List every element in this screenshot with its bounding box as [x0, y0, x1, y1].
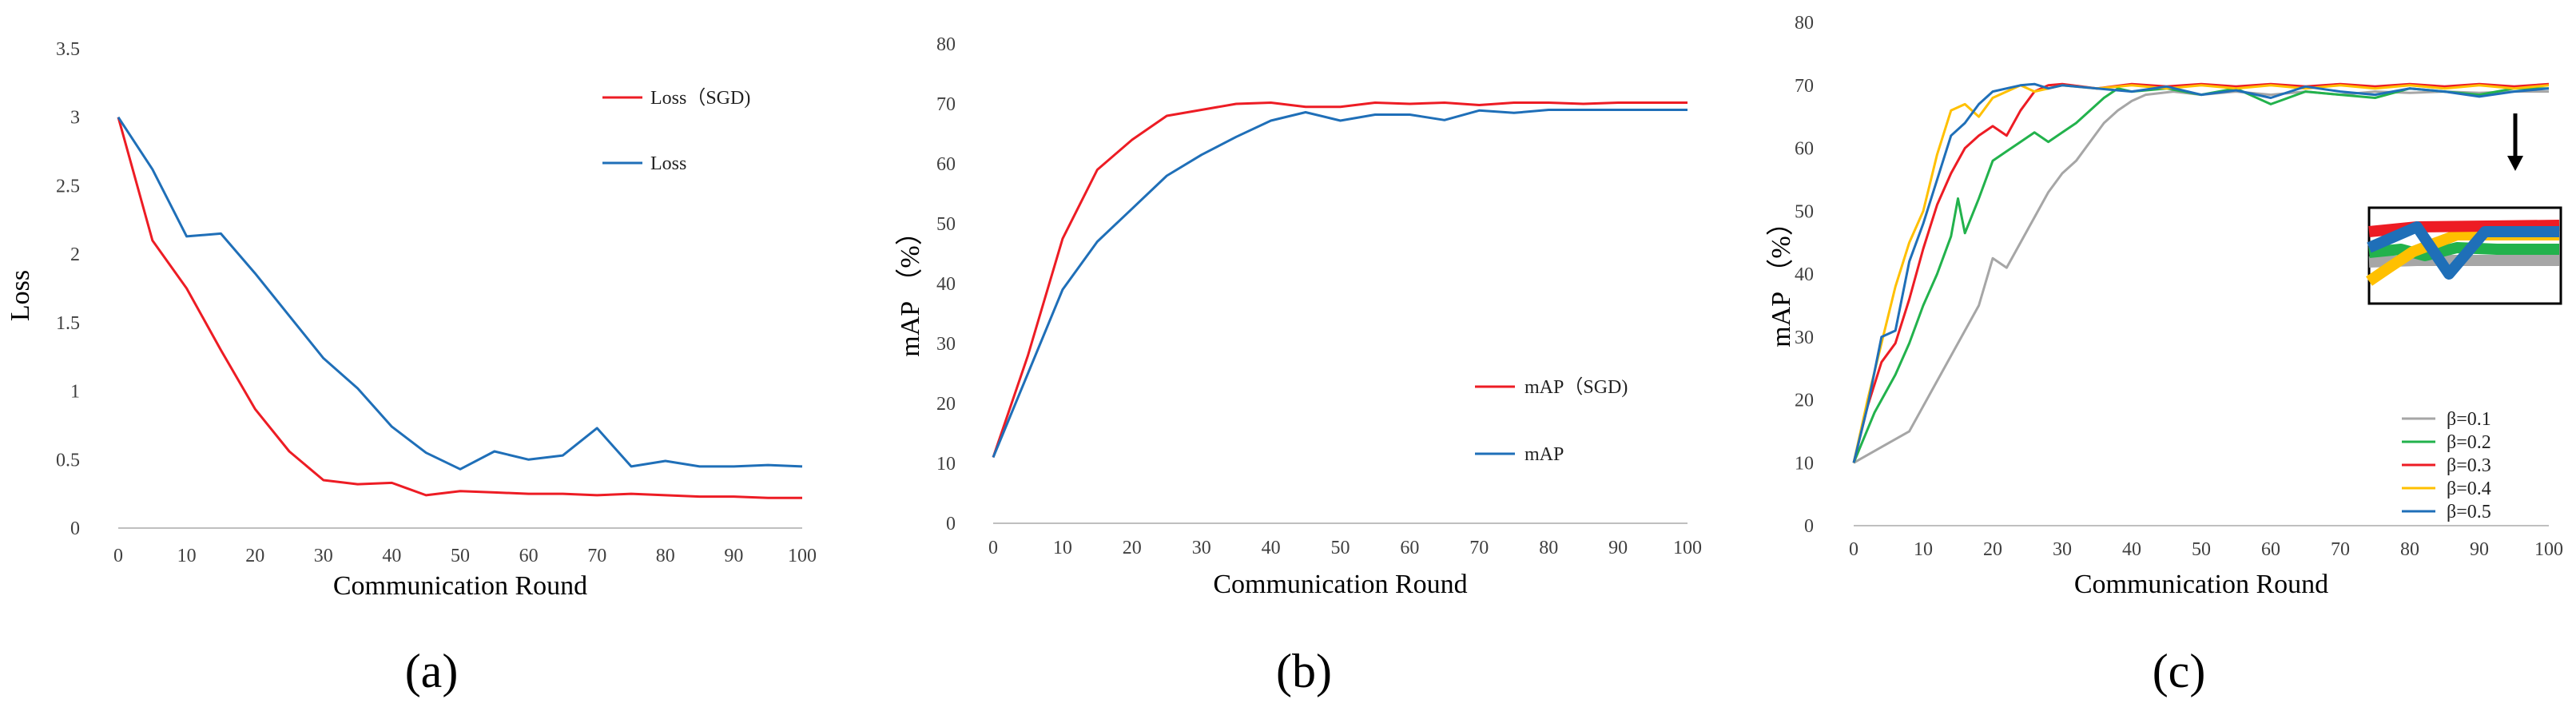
legend-label: β=0.3: [2447, 455, 2491, 476]
zoom-inset-trace: [2368, 255, 2559, 268]
x-tick-label: 80: [1539, 538, 1558, 558]
y-tick-label: 60: [936, 154, 956, 175]
y-axis-title: mAP （%）: [895, 218, 925, 356]
x-tick-label: 60: [1400, 538, 1419, 558]
y-tick-label: 40: [1795, 264, 1814, 285]
x-tick-label: 80: [656, 546, 675, 566]
x-axis-title: Communication Round: [1213, 570, 1467, 599]
y-tick-label: 2.5: [56, 176, 80, 197]
series-line-=0.1: [1853, 90, 2549, 464]
y-tick-label: 40: [936, 274, 956, 295]
x-tick-label: 90: [724, 546, 743, 566]
zoom-inset-trace: [2367, 221, 2559, 280]
series-line-map: [992, 109, 1688, 459]
legend-label: mAP（SGD): [1525, 377, 1628, 398]
y-axis-title: Loss: [6, 270, 35, 321]
panel-label: (b): [1276, 645, 1332, 697]
y-tick-label: 10: [1795, 453, 1814, 474]
legend-label: Loss: [650, 153, 686, 174]
series-line-=0.3: [1852, 82, 2550, 463]
x-tick-label: 60: [519, 546, 539, 566]
x-tick-label: 70: [2331, 539, 2350, 560]
y-tick-label: 50: [1795, 201, 1814, 222]
y-tick-label: 3.5: [56, 39, 80, 60]
x-tick-label: 0: [1849, 539, 1858, 560]
series-line-mapsgd: [992, 101, 1688, 458]
x-tick-label: 100: [1673, 538, 1702, 558]
x-tick-label: 50: [1331, 538, 1350, 558]
chart-panel-b: 0 10 20 30 40 50 60 70 80 0 10 20 30 40 50 60 70 80 90 100 C…: [895, 34, 1702, 697]
y-tick-label: 70: [936, 94, 956, 115]
x-tick-label: 70: [587, 546, 606, 566]
x-tick-label: 10: [1053, 538, 1072, 558]
y-tick-label: 20: [1795, 391, 1814, 411]
y-tick-label: 1: [70, 382, 80, 403]
chart-panel-a: 0 0.5 1 1.5 2 2.5 3 3.5 0 10 20 30 40 50 60 70 80 90 100 Co…: [6, 39, 817, 697]
y-tick-label: 10: [936, 454, 956, 475]
legend-label: β=0.5: [2447, 502, 2491, 522]
x-tick-label: 50: [451, 546, 470, 566]
y-tick-label: 20: [936, 394, 956, 415]
x-tick-label: 40: [1262, 538, 1281, 558]
x-tick-label: 10: [1914, 539, 1933, 560]
legend-label: β=0.4: [2447, 479, 2491, 499]
x-tick-label: 80: [2400, 539, 2419, 560]
y-tick-label: 80: [936, 34, 956, 55]
y-tick-label: 30: [1795, 328, 1814, 348]
x-tick-label: 70: [1469, 538, 1489, 558]
series-line-=0.2: [1852, 87, 2549, 463]
y-tick-label: 0: [70, 518, 80, 539]
legend-label: mAP: [1525, 444, 1564, 465]
y-axis-title: mAP （%）: [1766, 209, 1796, 347]
x-tick-label: 30: [1192, 538, 1211, 558]
x-tick-label: 30: [314, 546, 333, 566]
y-tick-label: 0.5: [56, 450, 80, 471]
series-line-loss: [117, 116, 803, 471]
x-tick-label: 60: [2261, 539, 2280, 560]
y-tick-label: 0: [946, 514, 956, 534]
series-line-=0.5: [1852, 82, 2550, 463]
y-tick-label: 70: [1795, 76, 1814, 97]
y-tick-label: 2: [70, 244, 80, 265]
x-tick-label: 50: [2192, 539, 2211, 560]
series-line-losssgd: [117, 117, 802, 499]
x-tick-label: 100: [788, 546, 817, 566]
y-tick-label: 60: [1795, 139, 1814, 160]
x-tick-label: 10: [177, 546, 197, 566]
x-axis-title: Communication Round: [333, 571, 587, 601]
chart-panel-c: 0 10 20 30 40 50 60 70 80 0 10 20 30 40 50 60 70 80 90 100 C…: [1766, 13, 2563, 697]
x-tick-label: 30: [2053, 539, 2072, 560]
x-tick-label: 40: [382, 546, 401, 566]
x-tick-label: 0: [113, 546, 123, 566]
y-tick-label: 30: [936, 334, 956, 355]
zoom-inset-trace: [2368, 242, 2559, 261]
x-tick-label: 90: [2470, 539, 2489, 560]
legend-label: β=0.2: [2447, 432, 2491, 453]
legend-label: β=0.1: [2447, 409, 2491, 430]
y-tick-label: 50: [936, 214, 956, 235]
panel-label: (a): [405, 645, 459, 697]
x-tick-label: 90: [1608, 538, 1628, 558]
x-tick-label: 20: [1983, 539, 2002, 560]
panel-label: (c): [2153, 645, 2206, 697]
x-tick-label: 0: [988, 538, 998, 558]
x-tick-label: 20: [245, 546, 264, 566]
x-axis-title: Communication Round: [2074, 570, 2328, 599]
y-tick-label: 3: [70, 108, 80, 129]
x-tick-label: 40: [2122, 539, 2141, 560]
legend-label: Loss（SGD): [650, 88, 750, 109]
x-tick-label: 20: [1123, 538, 1142, 558]
x-tick-label: 100: [2534, 539, 2563, 560]
y-tick-label: 0: [1804, 516, 1814, 537]
y-tick-label: 80: [1795, 13, 1814, 34]
y-tick-label: 1.5: [56, 313, 80, 334]
zoom-inset: [2366, 206, 2562, 305]
zoom-arrow-head: [2507, 156, 2523, 171]
